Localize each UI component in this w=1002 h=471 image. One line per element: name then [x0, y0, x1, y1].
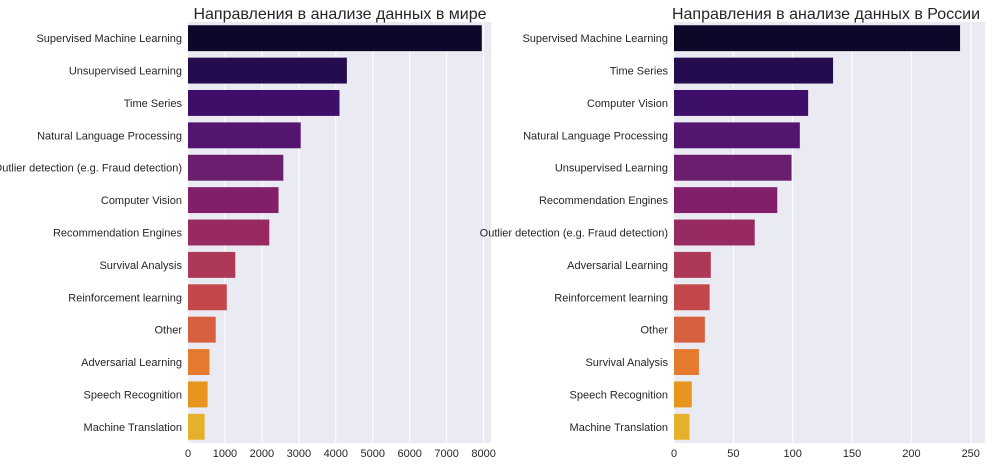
panel-world: Supervised Machine Learning Unsupervised … — [0, 6, 496, 460]
x-tick-label: 0 — [671, 448, 677, 460]
category-label: Speech Recognition — [84, 389, 182, 401]
category-label: Recommendation Engines — [53, 228, 183, 240]
category-label: Outlier detection (e.g. Fraud detection) — [480, 228, 668, 240]
category-label: Speech Recognition — [570, 389, 668, 401]
x-tick-label: 200 — [902, 448, 920, 460]
category-label: Computer Vision — [587, 98, 668, 110]
category-label: Recommendation Engines — [539, 195, 669, 207]
bar-russia-10 — [674, 316, 705, 343]
bar-world-10 — [188, 316, 216, 343]
bar-world-5 — [188, 154, 284, 181]
category-label: Adversarial Learning — [567, 260, 668, 272]
x-tick-label: 7000 — [434, 448, 458, 460]
category-label: Reinforcement learning — [554, 292, 668, 304]
category-label: Unsupervised Learning — [555, 163, 668, 175]
x-tick-label: 1000 — [213, 448, 237, 460]
category-label: Survival Analysis — [99, 260, 182, 272]
bar-russia-11 — [674, 349, 699, 375]
chart-title: Направления в анализе данных в России — [672, 6, 980, 23]
x-tick-label: 4000 — [324, 448, 348, 460]
category-label: Other — [640, 325, 668, 337]
bar-world-9 — [188, 284, 227, 311]
category-label: Natural Language Processing — [37, 130, 182, 142]
category-label: Other — [154, 325, 182, 337]
bar-russia-9 — [674, 284, 710, 311]
category-label: Adversarial Learning — [81, 357, 182, 369]
bar-russia-12 — [674, 381, 692, 408]
bar-world-13 — [188, 413, 205, 440]
bar-russia-2 — [674, 57, 834, 84]
x-tick-label: 2000 — [250, 448, 274, 460]
bar-world-8 — [188, 251, 236, 278]
bar-world-12 — [188, 381, 208, 408]
chart-title: Направления в анализе данных в мире — [193, 6, 486, 23]
bar-russia-1 — [674, 25, 961, 52]
bar-world-11 — [188, 349, 210, 375]
x-tick-label: 100 — [784, 448, 802, 460]
bar-russia-4 — [674, 122, 800, 149]
x-tick-label: 0 — [185, 448, 191, 460]
bar-world-3 — [188, 90, 340, 116]
x-tick-label: 250 — [962, 448, 980, 460]
bar-russia-7 — [674, 219, 755, 246]
category-label: Machine Translation — [570, 422, 668, 434]
bar-world-4 — [188, 122, 301, 149]
category-label: Unsupervised Learning — [69, 66, 182, 78]
bar-world-6 — [188, 187, 279, 214]
bar-russia-3 — [674, 90, 809, 116]
bar-russia-5 — [674, 154, 792, 181]
category-label: Supervised Machine Learning — [36, 33, 182, 45]
bar-world-1 — [188, 25, 482, 52]
category-label: Computer Vision — [101, 195, 182, 207]
x-tick-label: 50 — [727, 448, 739, 460]
bar-world-2 — [188, 57, 347, 84]
category-label: Machine Translation — [84, 422, 182, 434]
x-tick-label: 8000 — [471, 448, 495, 460]
category-label: Outlier detection (e.g. Fraud detection) — [0, 163, 182, 175]
x-tick-label: 6000 — [397, 448, 421, 460]
category-label: Survival Analysis — [585, 357, 668, 369]
bar-russia-13 — [674, 413, 690, 440]
category-label: Time Series — [610, 66, 669, 78]
bar-russia-6 — [674, 187, 778, 214]
x-tick-label: 5000 — [361, 448, 385, 460]
category-label: Reinforcement learning — [68, 292, 182, 304]
bar-world-7 — [188, 219, 270, 246]
category-label: Time Series — [124, 98, 183, 110]
x-tick-label: 3000 — [287, 448, 311, 460]
panel-russia: Supervised Machine Learning Time Series Co… — [480, 6, 985, 460]
category-label: Natural Language Processing — [523, 130, 668, 142]
bar-russia-8 — [674, 251, 711, 278]
category-label: Supervised Machine Learning — [522, 33, 668, 45]
x-tick-label: 150 — [843, 448, 861, 460]
